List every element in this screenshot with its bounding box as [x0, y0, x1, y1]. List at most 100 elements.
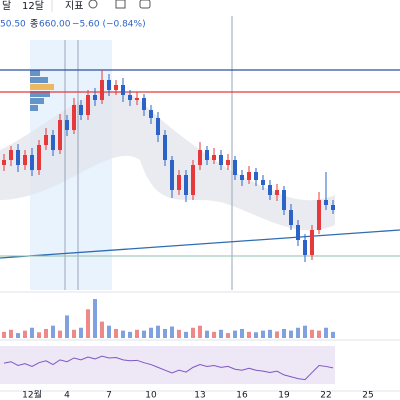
candle-body [93, 95, 97, 100]
candle-body [30, 155, 34, 170]
candle-body [23, 155, 27, 165]
volume-bar [247, 331, 251, 338]
candle-body [121, 85, 125, 95]
candle-body [37, 145, 41, 170]
volume-bar [233, 330, 237, 338]
volume-bar [93, 299, 97, 338]
volume-bar [163, 328, 167, 338]
volume-bar [142, 330, 146, 338]
volume-bar [121, 330, 125, 338]
candle-body [261, 180, 265, 185]
candle-body [149, 110, 153, 118]
legend-close: 660.00 [39, 20, 71, 30]
volume-bar [149, 327, 153, 338]
candle-body [282, 190, 286, 210]
volume-bar [23, 330, 27, 338]
candle-body [51, 135, 55, 150]
volume-bar [191, 327, 195, 338]
volume-profile [30, 70, 54, 111]
volume-bar [170, 326, 174, 338]
volume-bar [261, 330, 265, 338]
candle-body [58, 120, 62, 150]
legend-high: 50.50 [0, 20, 26, 30]
volume-bar [37, 332, 41, 338]
legend-close-label: 종 [30, 19, 38, 30]
candle-body [135, 98, 139, 100]
volume-bar [16, 333, 20, 338]
candle-body [86, 95, 90, 115]
candle-body [226, 160, 230, 165]
candle-body [16, 150, 20, 165]
volume-bar [156, 325, 160, 338]
volume-bar [310, 329, 314, 338]
volume-bar [177, 329, 181, 338]
rsi-line [3, 355, 334, 381]
volume-bar [317, 330, 321, 338]
volume-bar [135, 329, 139, 338]
candle-body [100, 80, 104, 100]
indicators-button[interactable]: 지표 [65, 0, 83, 12]
trend-line [0, 229, 400, 259]
volume-bar [86, 309, 90, 338]
volume-bar [303, 325, 307, 338]
candle-body [156, 118, 160, 135]
x-tick-label: 19 [278, 391, 290, 400]
candle-body [296, 225, 300, 240]
candle-body [240, 175, 244, 180]
icon[interactable] [88, 0, 98, 9]
volume-bar [212, 331, 216, 338]
volume-bar [296, 327, 300, 338]
x-tick-label: 12월 [22, 389, 42, 400]
legend-change: −5.60 (−0.84%) [72, 20, 146, 30]
x-tick-label: 22 [320, 391, 331, 400]
candle-body [247, 172, 251, 180]
candle-body [44, 135, 48, 145]
candle-body [205, 150, 209, 160]
x-tick-label: 16 [236, 391, 248, 400]
volume-bar [114, 328, 118, 338]
volume-bar [240, 328, 244, 338]
candle-body [170, 160, 174, 190]
candle-body [142, 98, 146, 110]
x-tick-label: 4 [64, 391, 70, 400]
volume-bar [275, 331, 279, 338]
icon[interactable] [139, 0, 151, 9]
candle-body [198, 150, 202, 165]
volume-bar [72, 329, 76, 338]
candle-body [184, 175, 188, 195]
volume-bar [107, 325, 111, 338]
volume-bar [2, 331, 6, 338]
period-button[interactable]: 달 [2, 0, 11, 12]
candle-body [72, 105, 76, 130]
candle-body [128, 95, 132, 100]
volume-bar [128, 331, 132, 338]
icon[interactable] [115, 0, 126, 9]
candle-body [303, 240, 307, 255]
x-tick-label: 10 [145, 391, 157, 400]
candle-body [289, 210, 293, 225]
volume-bar [324, 327, 328, 338]
candle-body [310, 230, 314, 255]
candle-body [233, 160, 237, 175]
volume-bar [9, 329, 13, 338]
volume-bar [268, 329, 272, 338]
candle-body [324, 200, 328, 205]
candle-body [191, 165, 195, 195]
volume-bar [219, 329, 223, 338]
candle-body [177, 175, 181, 190]
candle-body [79, 105, 83, 115]
volume-bar [198, 325, 202, 338]
period-button[interactable]: 12달 [22, 0, 44, 12]
candle-body [212, 155, 216, 160]
candle-body [114, 85, 118, 90]
volume-bar [226, 333, 230, 338]
candle-body [2, 160, 6, 165]
candle-body [163, 135, 167, 160]
volume-bar [282, 328, 286, 338]
candle-body [219, 155, 223, 165]
volume-bar [184, 331, 188, 338]
volume-bar [205, 330, 209, 338]
x-tick-label: 13 [194, 391, 205, 400]
volume-bar [79, 327, 83, 338]
